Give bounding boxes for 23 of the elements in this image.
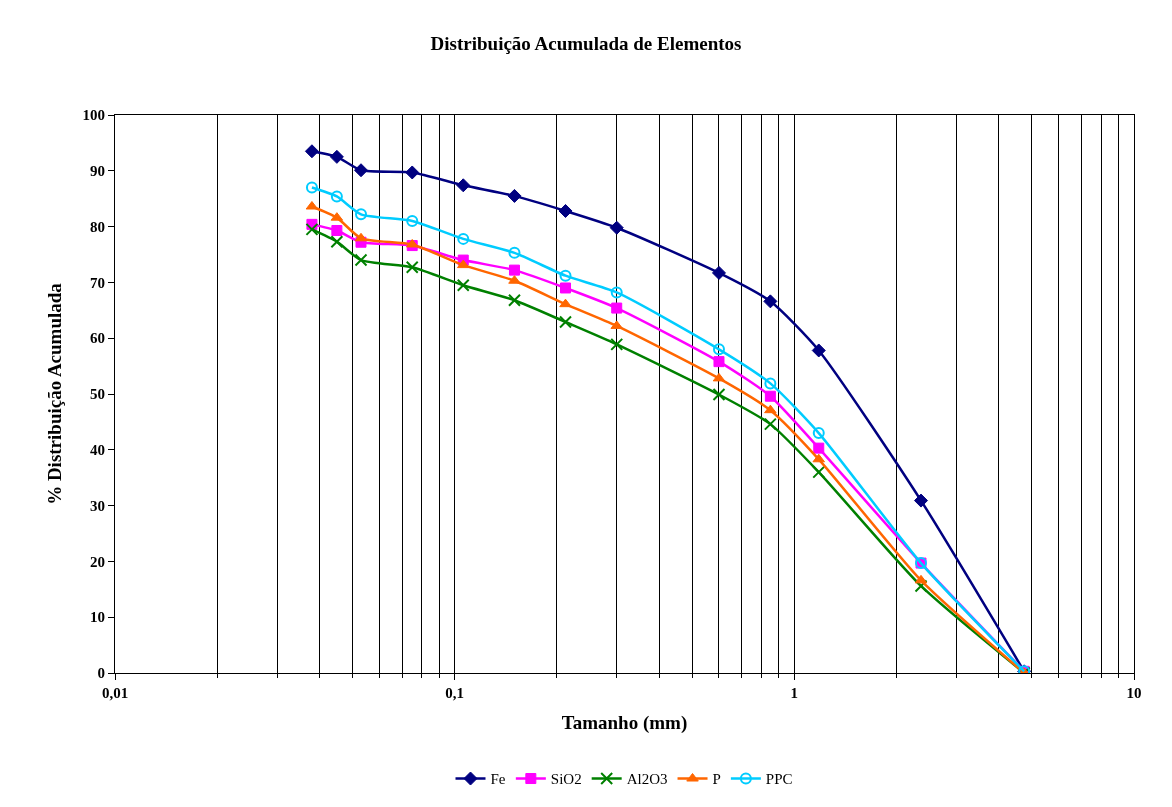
x-tick-label: 10 <box>1126 685 1142 701</box>
legend-label: Fe <box>490 771 506 788</box>
x-tick-label: 0,1 <box>445 685 465 701</box>
legend-label: PPC <box>765 771 793 788</box>
y-tick-label: 100 <box>82 107 105 124</box>
y-tick-label: 90 <box>90 163 105 180</box>
x-axis-title: Tamanho (mm) <box>561 711 688 734</box>
y-tick-label: 20 <box>90 553 105 570</box>
y-tick-label: 60 <box>90 330 105 347</box>
y-tick-label: 0 <box>97 665 105 682</box>
y-tick-label: 70 <box>90 274 105 291</box>
y-tick-label: 30 <box>90 497 105 514</box>
x-tick-label: 0,01 <box>101 685 129 701</box>
legend-label: Al2O3 <box>626 771 668 788</box>
y-axis-title: % Distribuição Acumulada <box>44 282 66 505</box>
legend-label: P <box>712 771 721 788</box>
chart-title: Distribuição Acumulada de Elementos <box>430 32 742 54</box>
legend-label: SiO2 <box>550 771 582 788</box>
y-tick-label: 80 <box>90 218 105 235</box>
y-tick-label: 10 <box>90 609 105 626</box>
y-tick-label: 40 <box>90 442 105 459</box>
x-tick-label: 1 <box>790 685 799 701</box>
y-tick-label: 50 <box>90 386 105 403</box>
